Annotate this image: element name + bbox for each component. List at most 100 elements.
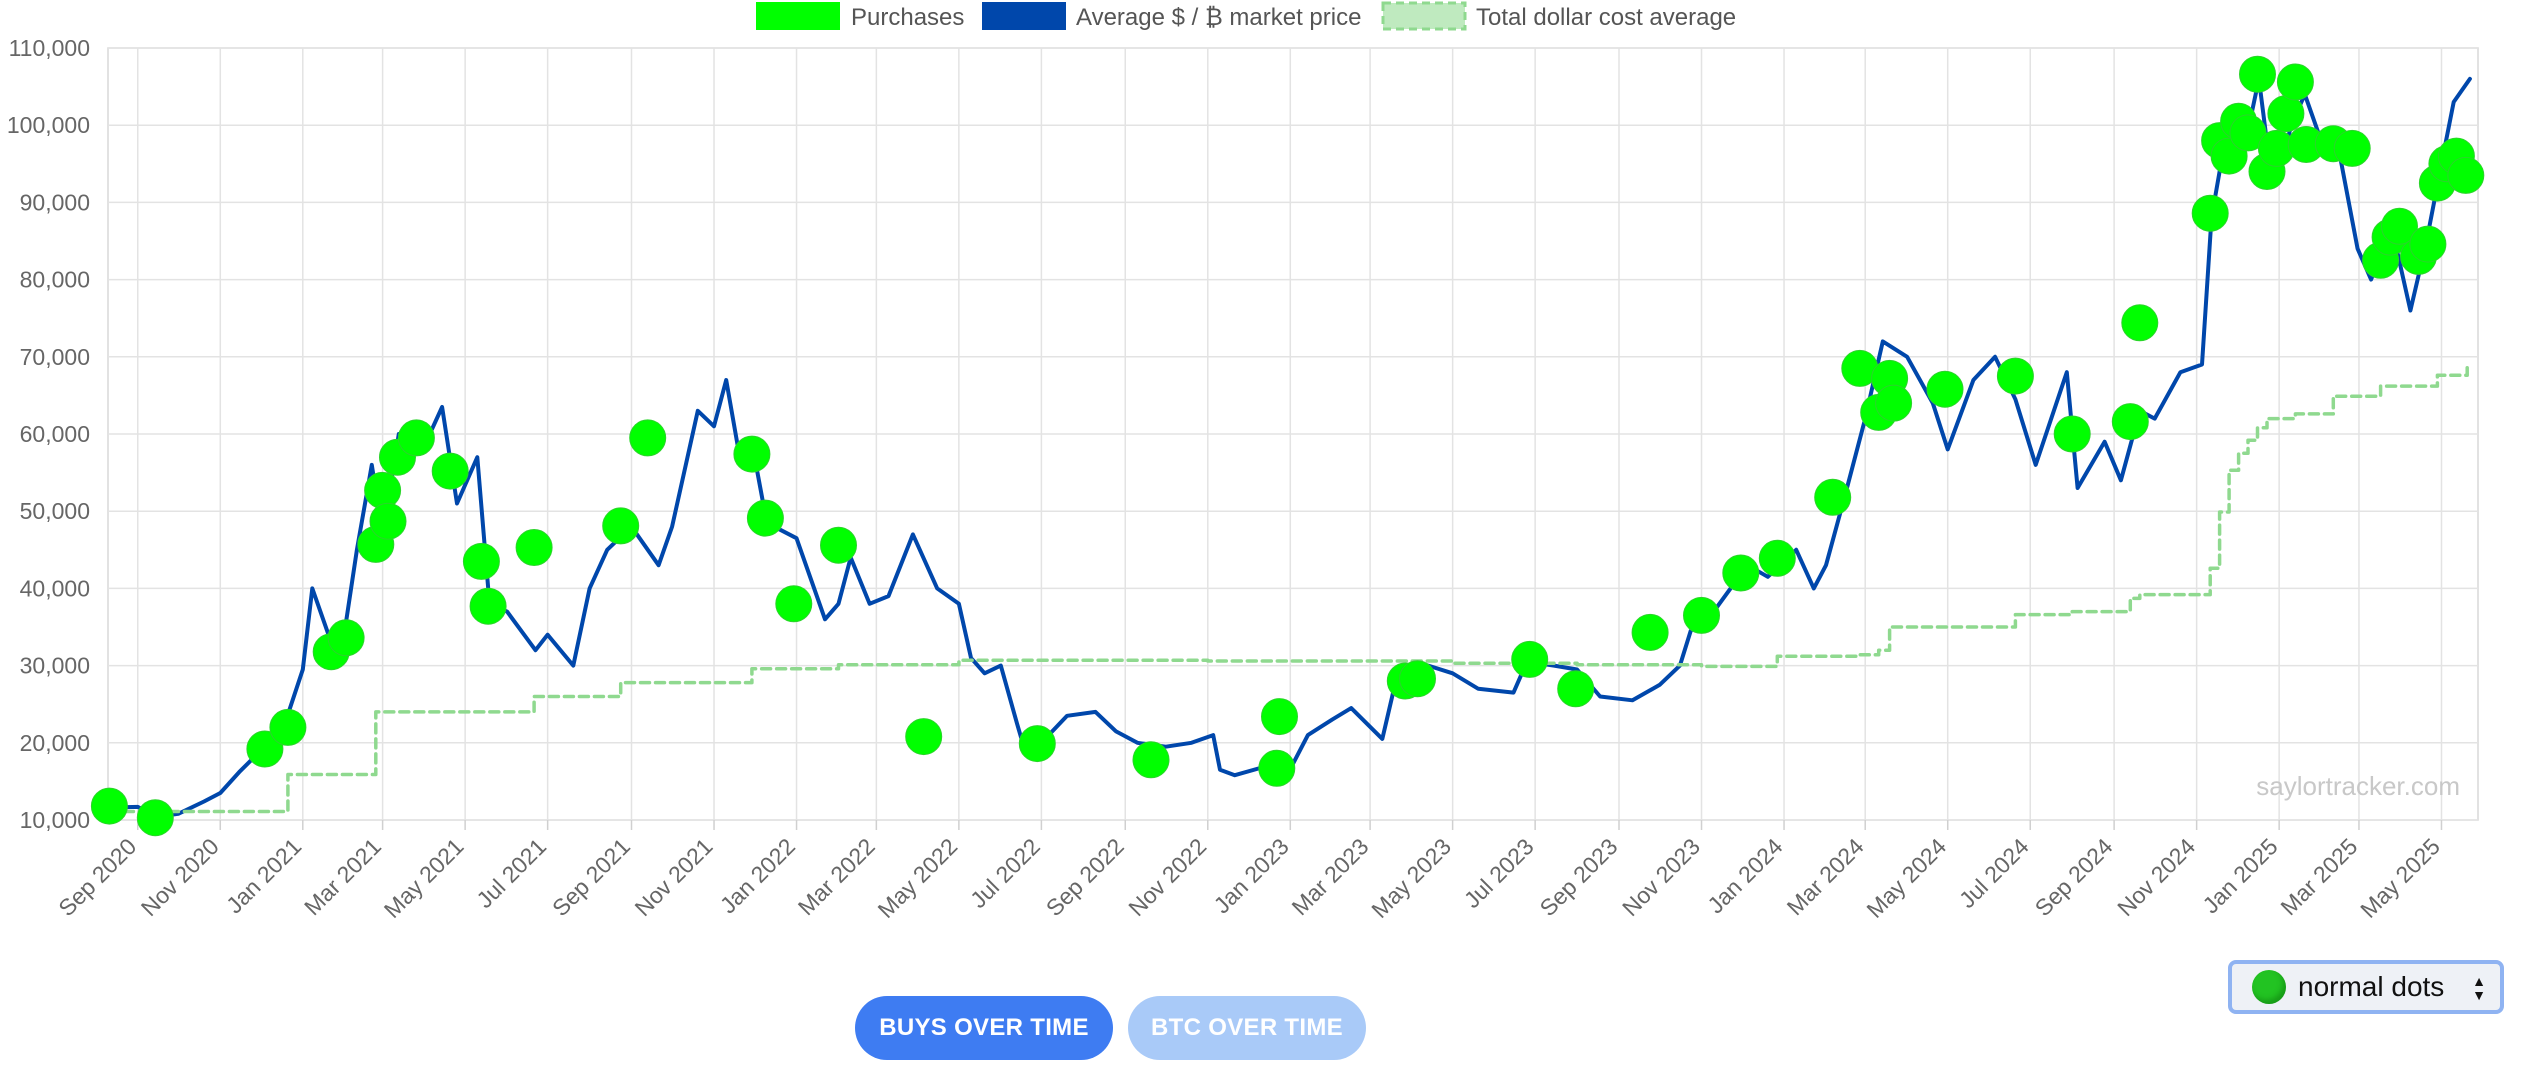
series-line-dollar-cost-average — [107, 365, 2469, 814]
purchase-dot[interactable] — [1018, 725, 1056, 763]
purchase-dot[interactable] — [1926, 370, 1964, 408]
purchase-dot[interactable] — [1683, 596, 1720, 634]
btc-over-time-button[interactable]: BTC OVER TIME — [1128, 996, 1366, 1060]
purchase-dot[interactable] — [431, 452, 469, 490]
x-tick-label: May 2021 — [379, 833, 469, 923]
purchase-dot[interactable] — [2111, 403, 2149, 441]
y-tick-label: 110,000 — [9, 35, 90, 61]
purchase-dot[interactable] — [462, 542, 500, 580]
dot-style-label: normal dots — [2298, 971, 2445, 1002]
purchase-dot[interactable] — [2409, 225, 2447, 263]
purchase-dot[interactable] — [397, 419, 435, 457]
purchase-dot[interactable] — [905, 718, 943, 756]
watermark: saylortracker.com — [2256, 771, 2460, 801]
x-tick-label: Sep 2023 — [1535, 833, 1623, 921]
purchase-dot[interactable] — [1557, 670, 1595, 708]
y-tick-label: 90,000 — [20, 189, 90, 215]
x-tick-label: Jan 2023 — [1209, 833, 1294, 918]
x-tick-label: Jul 2024 — [1954, 833, 2034, 913]
x-tick-label: May 2024 — [1861, 833, 1951, 923]
purchase-dot[interactable] — [1132, 741, 1170, 779]
green-dot-icon — [2252, 970, 2286, 1004]
legend: Purchases Average $ / ₿ market price Tot… — [756, 1, 1736, 31]
purchase-dot[interactable] — [2121, 304, 2159, 342]
purchase-dot[interactable] — [629, 419, 667, 457]
legend-item-purchases[interactable]: Purchases — [756, 2, 964, 31]
purchase-dot[interactable] — [136, 799, 174, 837]
legend-label-market-price: Average $ / ₿ market price — [1076, 4, 1361, 31]
legend-label-dollar-cost-average: Total dollar cost average — [1476, 4, 1736, 31]
grid — [107, 47, 2479, 830]
y-tick-label: 70,000 — [20, 344, 90, 370]
x-tick-label: Jan 2022 — [715, 833, 800, 918]
purchase-dot[interactable] — [1258, 749, 1296, 787]
x-tick-label: Sep 2022 — [1041, 833, 1129, 921]
x-tick-label: Nov 2020 — [136, 833, 224, 921]
purchase-dot[interactable] — [1814, 478, 1852, 516]
x-tick-label: Nov 2023 — [1617, 833, 1705, 921]
y-tick-label: 20,000 — [20, 730, 90, 756]
purchase-dot[interactable] — [469, 587, 507, 625]
series-line-market-price — [107, 76, 2472, 819]
purchase-dot[interactable] — [733, 435, 771, 473]
purchase-dot[interactable] — [90, 787, 128, 825]
purchase-dot[interactable] — [246, 730, 284, 768]
purchase-dot[interactable] — [2381, 207, 2418, 245]
x-tick-label: Sep 2020 — [53, 833, 141, 921]
purchase-dot[interactable] — [1261, 698, 1298, 736]
purchase-dot[interactable] — [1511, 640, 1549, 678]
x-tick-label: Jan 2025 — [2197, 833, 2282, 918]
x-tick-label: Mar 2023 — [1287, 833, 1374, 920]
purchase-dot[interactable] — [369, 502, 407, 540]
purchase-dot[interactable] — [2276, 63, 2314, 101]
purchase-dot[interactable] — [820, 526, 857, 564]
purchase-dot[interactable] — [1631, 613, 1669, 651]
x-tick-label: Mar 2024 — [1782, 833, 1869, 920]
x-tick-label: Nov 2024 — [2112, 833, 2200, 921]
x-tick-label: Nov 2021 — [630, 833, 718, 921]
x-tick-label: Nov 2022 — [1123, 833, 1211, 921]
purchase-dot[interactable] — [364, 471, 402, 509]
legend-swatch-dollar-cost-average — [1381, 1, 1467, 31]
x-tick-label: Mar 2022 — [793, 833, 880, 920]
purchase-dot[interactable] — [1875, 384, 1913, 422]
purchase-dot[interactable] — [2267, 95, 2305, 133]
purchase-dot[interactable] — [602, 507, 640, 545]
purchase-dot[interactable] — [2191, 194, 2229, 232]
purchase-dot[interactable] — [1996, 357, 2034, 395]
x-tick-label: Jul 2023 — [1459, 833, 1539, 913]
x-tick-label: May 2025 — [2355, 833, 2445, 923]
x-tick-label: May 2023 — [1366, 833, 1456, 923]
purchase-dots — [90, 55, 2485, 837]
purchase-dot[interactable] — [1399, 660, 1436, 698]
purchase-dot[interactable] — [1722, 554, 1760, 592]
purchase-dot[interactable] — [746, 499, 784, 537]
x-tick-label: Jan 2024 — [1702, 833, 1787, 918]
y-tick-label: 100,000 — [7, 112, 90, 138]
legend-item-market-price[interactable]: Average $ / ₿ market price — [982, 2, 1361, 31]
purchase-dot[interactable] — [515, 529, 553, 566]
purchase-dot[interactable] — [2229, 114, 2267, 152]
x-tick-label: Mar 2021 — [299, 833, 386, 920]
purchase-dot[interactable] — [2447, 156, 2485, 194]
x-tick-label: Sep 2024 — [2030, 833, 2118, 921]
dot-style-select[interactable]: normal dots ▲ ▼ — [2228, 960, 2504, 1014]
purchase-dot[interactable] — [2239, 55, 2276, 93]
legend-swatch-purchases — [756, 2, 840, 30]
y-tick-label: 10,000 — [20, 807, 90, 833]
series-layer — [107, 76, 2472, 819]
purchase-dot[interactable] — [1758, 539, 1796, 577]
purchase-dot[interactable] — [775, 585, 813, 623]
purchase-dot[interactable] — [269, 708, 307, 746]
x-tick-label: Sep 2021 — [547, 833, 635, 921]
purchase-dot[interactable] — [2053, 415, 2091, 453]
purchase-dot[interactable] — [2333, 129, 2371, 167]
y-tick-label: 80,000 — [20, 267, 90, 293]
legend-label-purchases: Purchases — [851, 4, 964, 31]
purchase-dot[interactable] — [327, 619, 365, 657]
legend-item-dollar-cost-average[interactable]: Total dollar cost average — [1381, 1, 1736, 31]
select-arrows-icon: ▲ ▼ — [2472, 973, 2486, 1003]
y-axis: 10,000 20,000 30,000 40,000 50,000 60,000 70,0… — [7, 35, 90, 833]
buys-over-time-button[interactable]: BUYS OVER TIME — [855, 996, 1113, 1060]
